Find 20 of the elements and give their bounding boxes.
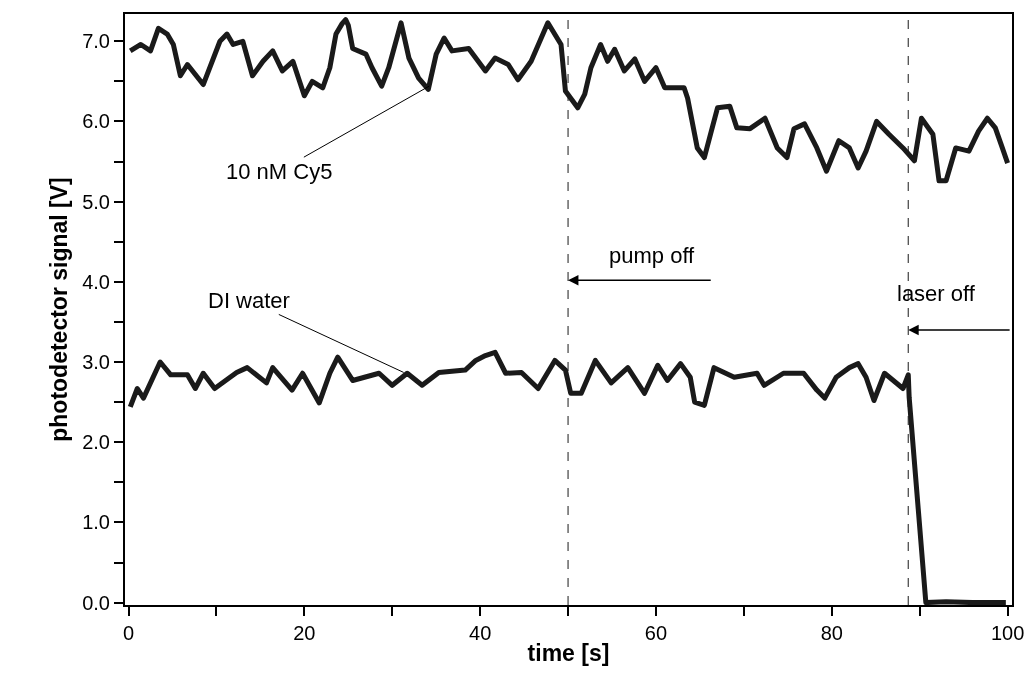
annotation: DI water xyxy=(208,288,290,313)
y-tick-label: 6.0 xyxy=(82,110,110,133)
y-tick-label: 1.0 xyxy=(82,511,110,534)
annotation: 10 nM Cy5 xyxy=(226,159,333,184)
x-tick-label: 20 xyxy=(293,622,316,644)
x-tick-label: 0 xyxy=(122,622,135,644)
x-tick-label: 80 xyxy=(820,622,843,644)
ref-line-label: laser off xyxy=(897,281,976,306)
y-tick-label: 3.0 xyxy=(82,351,110,374)
x-tick-label: 100 xyxy=(990,622,1025,644)
x-tick-label: 60 xyxy=(644,622,668,644)
y-tick-label: 5.0 xyxy=(82,190,110,213)
x-tick-label: 40 xyxy=(469,622,492,644)
y-axis-title: photodetector signal [V] xyxy=(46,177,73,442)
y-tick-label: 7.0 xyxy=(82,30,110,53)
ref-line-label: pump off xyxy=(609,243,696,268)
y-tick-label: 4.0 xyxy=(82,270,110,293)
y-tick-label: 2.0 xyxy=(82,431,110,454)
x-axis-title: time [s] xyxy=(527,640,610,667)
y-tick-label: 0.0 xyxy=(82,591,110,614)
